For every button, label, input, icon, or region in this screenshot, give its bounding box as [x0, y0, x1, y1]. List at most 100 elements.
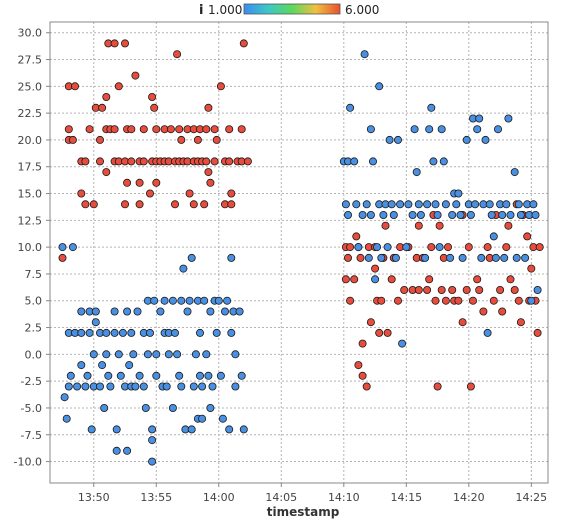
data-point [350, 275, 359, 284]
data-point [427, 243, 436, 252]
data-point [477, 253, 486, 262]
x-axis-title: timestamp [267, 505, 340, 519]
data-point [135, 200, 144, 209]
data-point [102, 93, 111, 102]
data-point [189, 382, 198, 391]
data-point [437, 125, 446, 134]
data-point [235, 307, 244, 316]
data-point [227, 253, 236, 262]
data-point [64, 382, 73, 391]
data-point [358, 339, 367, 348]
data-point [133, 307, 142, 316]
data-point [208, 382, 217, 391]
data-point [408, 210, 417, 219]
data-point [423, 285, 432, 294]
data-point [135, 178, 144, 187]
data-point [195, 371, 204, 380]
data-point [393, 296, 402, 305]
data-point [62, 414, 71, 423]
data-point [121, 39, 130, 48]
data-point [179, 264, 188, 273]
data-point [152, 350, 161, 359]
data-point [204, 168, 213, 177]
data-point [489, 232, 498, 241]
data-point [127, 157, 136, 166]
data-point [112, 446, 121, 455]
data-point [77, 189, 86, 198]
data-point [202, 350, 211, 359]
x-tick-label: 14:10 [328, 491, 360, 504]
data-point [177, 135, 186, 144]
data-point [404, 200, 413, 209]
data-point [100, 403, 109, 412]
data-point [102, 328, 111, 337]
data-point [360, 50, 369, 59]
data-point [398, 339, 407, 348]
data-point [162, 382, 171, 391]
y-tick-label: 25.0 [18, 80, 43, 93]
data-point [500, 253, 509, 262]
data-point [173, 50, 182, 59]
data-point [118, 328, 127, 337]
data-point [343, 210, 352, 219]
data-point [114, 350, 123, 359]
data-point [204, 371, 213, 380]
data-point [373, 243, 382, 252]
data-point [77, 307, 86, 316]
data-point [481, 135, 490, 144]
legend: i 1.000 6.000 [199, 3, 379, 18]
data-point [362, 382, 371, 391]
data-point [354, 361, 363, 370]
data-point [410, 125, 419, 134]
data-point [131, 71, 140, 80]
data-point [110, 39, 119, 48]
data-point [150, 103, 159, 112]
data-point [123, 307, 132, 316]
data-point [96, 382, 105, 391]
data-point [239, 425, 248, 434]
x-tick-label: 13:50 [78, 491, 110, 504]
data-point [81, 382, 90, 391]
data-point [350, 157, 359, 166]
data-point [123, 178, 132, 187]
data-point [383, 243, 392, 252]
data-point [462, 135, 471, 144]
data-point [375, 328, 384, 337]
data-point [143, 350, 152, 359]
data-point [175, 125, 184, 134]
data-point [435, 243, 444, 252]
data-point [454, 189, 463, 198]
data-point [152, 371, 161, 380]
data-point [98, 361, 107, 370]
data-point [366, 210, 375, 219]
data-point [177, 382, 186, 391]
data-point [200, 200, 209, 209]
data-point [204, 103, 213, 112]
data-point [177, 296, 186, 305]
data-point [371, 264, 380, 273]
data-points [58, 39, 544, 466]
data-point [225, 125, 234, 134]
data-point [366, 318, 375, 327]
data-point [389, 210, 398, 219]
data-point [139, 382, 148, 391]
data-point [368, 157, 377, 166]
data-point [212, 135, 221, 144]
data-point [510, 168, 519, 177]
data-point [148, 436, 157, 445]
data-point [504, 114, 513, 123]
data-point [433, 210, 442, 219]
data-point [414, 285, 423, 294]
data-point [131, 382, 140, 391]
data-point [227, 200, 236, 209]
data-point [506, 210, 515, 219]
data-point [223, 296, 232, 305]
data-point [89, 200, 98, 209]
data-point [214, 296, 223, 305]
data-point [510, 285, 519, 294]
x-tick-label: 14:20 [453, 491, 485, 504]
data-point [356, 253, 365, 262]
data-point [346, 296, 355, 305]
data-point [425, 275, 434, 284]
